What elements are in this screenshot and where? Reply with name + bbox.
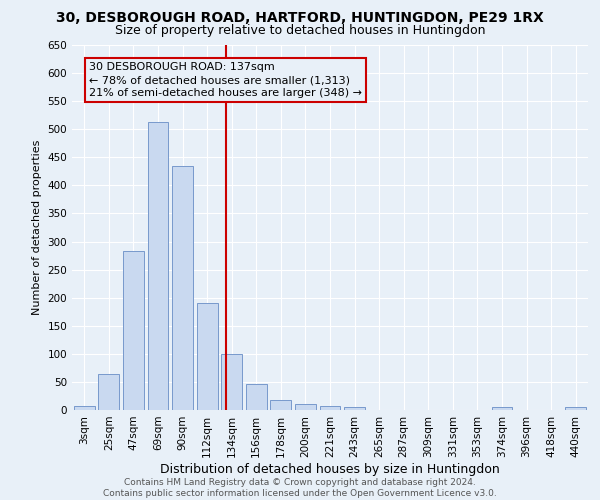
Bar: [565, 407, 586, 410]
Bar: [491, 407, 512, 410]
Bar: [123, 251, 144, 410]
Bar: [148, 122, 169, 410]
X-axis label: Distribution of detached houses by size in Huntingdon: Distribution of detached houses by size …: [160, 462, 500, 475]
Text: 30 DESBOROUGH ROAD: 137sqm
← 78% of detached houses are smaller (1,313)
21% of s: 30 DESBOROUGH ROAD: 137sqm ← 78% of deta…: [89, 62, 362, 98]
Y-axis label: Number of detached properties: Number of detached properties: [32, 140, 42, 315]
Text: Size of property relative to detached houses in Huntingdon: Size of property relative to detached ho…: [115, 24, 485, 37]
Bar: [197, 302, 218, 410]
Bar: [246, 384, 267, 410]
Bar: [295, 404, 316, 410]
Bar: [271, 400, 292, 410]
Text: 30, DESBOROUGH ROAD, HARTFORD, HUNTINGDON, PE29 1RX: 30, DESBOROUGH ROAD, HARTFORD, HUNTINGDO…: [56, 11, 544, 25]
Bar: [172, 166, 193, 410]
Text: Contains HM Land Registry data © Crown copyright and database right 2024.
Contai: Contains HM Land Registry data © Crown c…: [103, 478, 497, 498]
Bar: [98, 374, 119, 410]
Bar: [74, 406, 95, 410]
Bar: [320, 406, 340, 410]
Bar: [221, 354, 242, 410]
Bar: [344, 407, 365, 410]
